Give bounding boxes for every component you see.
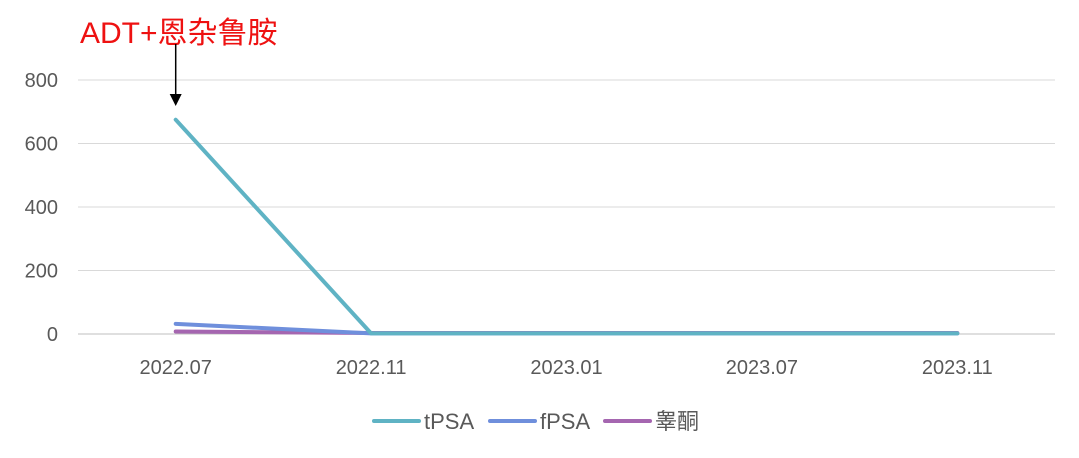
legend-label: fPSA	[540, 409, 590, 434]
x-tick-label: 2023.11	[922, 357, 993, 379]
annotation-arrow-head	[169, 94, 182, 106]
legend-label: 睾酮	[655, 409, 699, 434]
x-tick-label: 2022.11	[336, 357, 407, 379]
y-tick-label: 600	[25, 134, 58, 156]
treatment-annotation-label: ADT+恩杂鲁胺	[80, 17, 278, 50]
series-line-tPSA	[173, 117, 960, 336]
y-tick-label: 400	[25, 197, 58, 219]
y-tick-label: 800	[25, 70, 58, 92]
y-tick-label: 200	[25, 261, 58, 283]
legend-label: tPSA	[424, 409, 474, 434]
y-tick-label: 0	[47, 324, 58, 346]
x-tick-label: 2023.07	[726, 357, 798, 379]
x-tick-label: 2022.07	[140, 357, 212, 379]
x-tick-label: 2023.01	[530, 357, 602, 379]
